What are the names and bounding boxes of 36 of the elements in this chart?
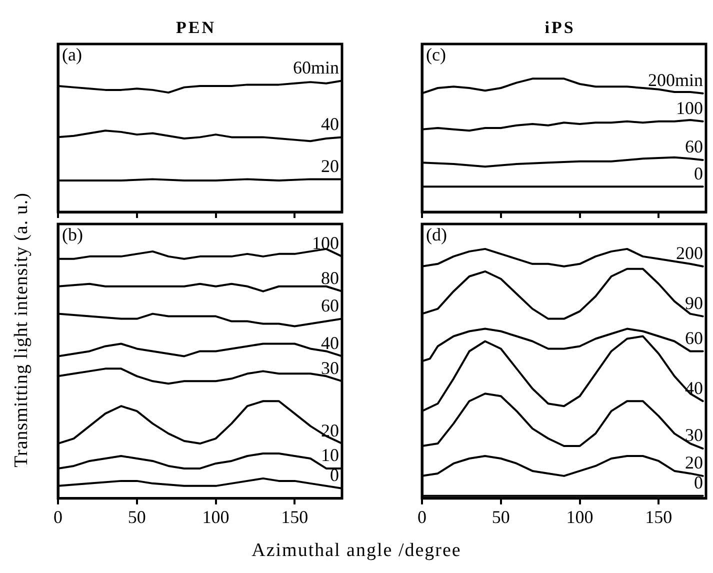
x-tick-label: 150	[281, 506, 308, 527]
text: (a)	[62, 44, 82, 65]
x-tick-label: 50	[492, 506, 510, 527]
series-label: 80	[321, 268, 339, 288]
series-label: 90	[685, 293, 703, 314]
series-label: 30	[685, 425, 703, 446]
series-label: 60min	[292, 57, 339, 78]
series-label: 200min	[648, 70, 703, 90]
series-label: 20	[685, 452, 703, 473]
text: (c)	[426, 44, 446, 65]
x-tick-label: 50	[128, 506, 146, 527]
x-tick-label: 0	[418, 506, 426, 527]
series-label: 60	[321, 296, 339, 316]
series-label: 10	[321, 445, 339, 466]
series-label: 0	[694, 163, 703, 184]
x-tick-label: 100	[202, 506, 230, 527]
x-axis-title: Azimuthal angle /degree	[250, 540, 462, 562]
x-tick-label: 150	[645, 506, 672, 527]
x-tick-label: 0	[54, 506, 62, 527]
series-label: 40	[321, 114, 339, 134]
chart-title: iPS	[544, 18, 576, 39]
x-tick-label: 100	[566, 506, 594, 527]
text: (d)	[426, 224, 447, 245]
chart-title: PEN	[175, 18, 217, 39]
text: (b)	[62, 224, 83, 245]
y-axis-title: Transmitting light intensity (a. u.)	[11, 192, 33, 468]
series-label: 100	[676, 98, 703, 118]
series-label: 0	[330, 465, 339, 486]
series-label: 0	[694, 472, 703, 493]
series-label: 20	[321, 156, 339, 176]
series-label: 100	[312, 233, 339, 254]
series-label: 30	[321, 358, 339, 378]
series-label: 40	[321, 332, 339, 353]
series-label: 60	[685, 328, 703, 348]
series-label: 200	[676, 243, 703, 264]
series-label: 60	[685, 136, 703, 157]
